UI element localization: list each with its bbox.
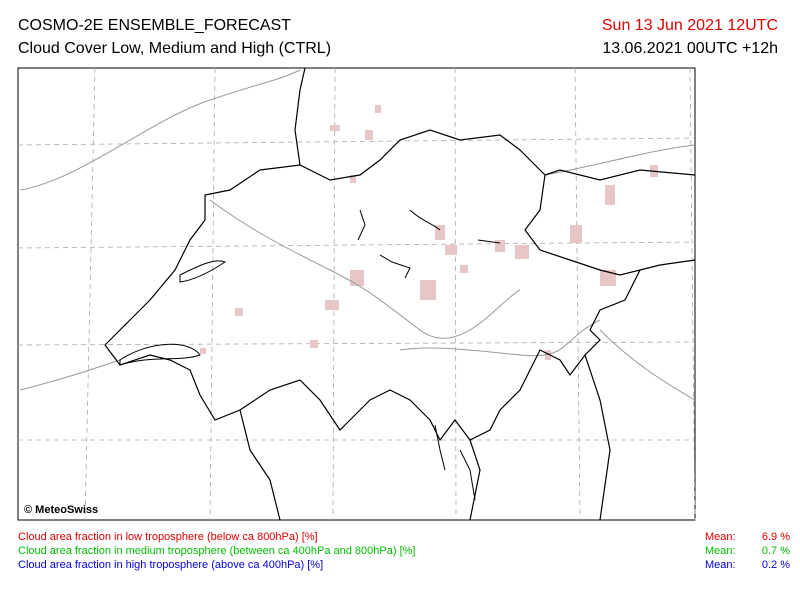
rivers	[19, 69, 696, 401]
mean-label: Mean:	[705, 559, 736, 571]
legend-text: Cloud area fraction in medium tropospher…	[18, 545, 415, 557]
legend-text: Cloud area fraction in high troposphere …	[18, 559, 323, 571]
legend-text: Cloud area fraction in low troposphere (…	[18, 531, 318, 543]
copyright: © MeteoSwiss	[24, 504, 98, 516]
legend: Cloud area fraction in low troposphere (…	[18, 531, 790, 571]
mean-label: Mean:	[705, 531, 736, 543]
mean-value: 6.9 %	[762, 531, 790, 543]
lakes	[119, 209, 501, 501]
borders	[104, 67, 696, 521]
map: © MeteoSwiss	[17, 67, 696, 521]
run-time: 13.06.2021 00UTC +12h	[602, 40, 778, 57]
mean-value: 0.2 %	[762, 559, 790, 571]
valid-time: Sun 13 Jun 2021 12UTC	[602, 17, 778, 34]
title: COSMO-2E ENSEMBLE_FORECAST	[18, 17, 291, 34]
mean-label: Mean:	[705, 545, 736, 557]
mean-value: 0.7 %	[762, 545, 790, 557]
graticule	[17, 67, 696, 521]
subtitle: Cloud Cover Low, Medium and High (CTRL)	[18, 40, 331, 57]
